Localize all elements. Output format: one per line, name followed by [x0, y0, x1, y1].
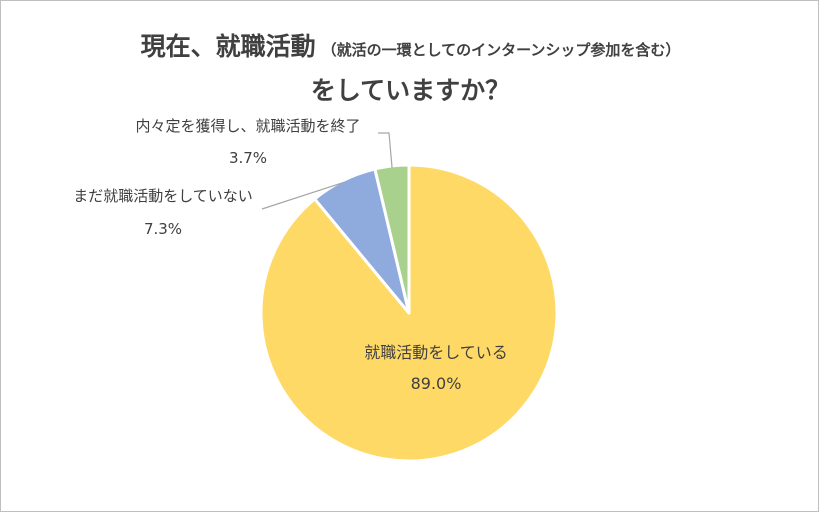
pie-slices	[259, 163, 559, 463]
chart-title-main: 現在、就職活動	[140, 32, 316, 61]
chart-title-line2: をしていますか？	[310, 76, 511, 105]
slice-label-finished: 内々定を獲得し、就職活動を終了	[135, 117, 360, 135]
leader-line-not-started	[261, 181, 345, 210]
slice-label-job-hunting: 就職活動をしている	[364, 343, 508, 362]
slice-value-finished: 3.7%	[229, 149, 267, 167]
chart-title-line1: 現在、就職活動 （就活の一環としてのインターンシップ参加を含む）	[1, 27, 819, 63]
leader-lines	[261, 132, 393, 210]
leader-line-finished	[378, 132, 393, 169]
chart-title-sub: （就活の一環としてのインターンシップ参加を含む）	[321, 41, 681, 59]
slice-value-job-hunting: 89.0%	[411, 374, 462, 393]
slice-label-not-started: まだ就職活動をしていない	[73, 187, 253, 205]
slice-value-not-started: 7.3%	[144, 220, 182, 238]
